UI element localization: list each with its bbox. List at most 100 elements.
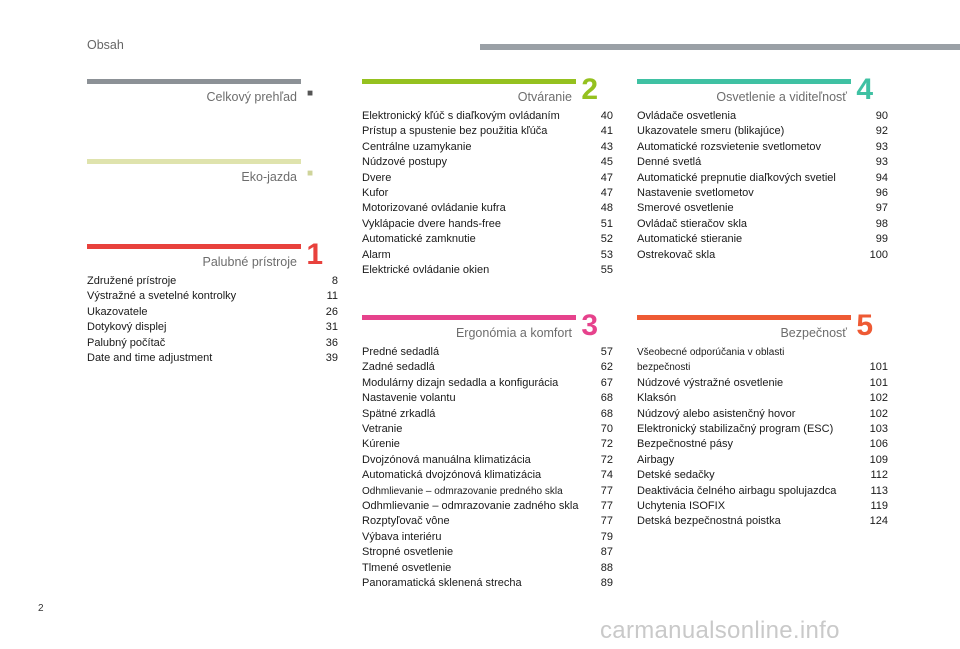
toc-entry[interactable]: Alarm 53 — [362, 248, 613, 263]
toc-entry-label: Dvojzónová manuálna klimatizácia — [362, 453, 531, 466]
toc-entry-page: 92 — [875, 125, 888, 138]
toc-entry[interactable]: Núdzové výstražné osvetlenie 101 — [637, 376, 888, 391]
toc-entry[interactable]: Elektronický stabilizačný program (ESC) 1… — [637, 422, 888, 437]
toc-entry-label: Detská bezpečnostná poistka — [637, 515, 781, 528]
toc-entry[interactable]: Odhmlievanie – odmrazovanie predného skl… — [362, 484, 613, 499]
toc-entry[interactable]: Ukazovatele 26 — [87, 305, 338, 320]
toc-entry[interactable]: Automatické prepnutie diaľkových svetiel… — [637, 171, 888, 186]
toc-entry[interactable]: Date and time adjustment 39 — [87, 351, 338, 366]
toc-entry[interactable]: Spätné zrkadlá 68 — [362, 407, 613, 422]
toc-entry[interactable]: Núdzový alebo asistenčný hovor 102 — [637, 407, 888, 422]
toc-entry[interactable]: Prístup a spustenie bez použitia kľúča 41 — [362, 124, 613, 139]
toc-entry[interactable]: Stropné osvetlenie 87 — [362, 545, 613, 560]
section-bar — [87, 244, 301, 249]
toc-entry[interactable]: Výstražné a svetelné kontrolky 11 — [87, 289, 338, 304]
toc-entry[interactable]: Vetranie 70 — [362, 422, 613, 437]
toc-entry[interactable]: Airbagy 109 — [637, 453, 888, 468]
section-marker: ■ — [306, 88, 313, 99]
toc-entry-label: Výstražné a svetelné kontrolky — [87, 290, 237, 303]
toc-entry[interactable]: Kúrenie 72 — [362, 437, 613, 452]
toc-entry[interactable]: Dvojzónová manuálna klimatizácia 72 — [362, 453, 613, 468]
toc-entry-page: 68 — [600, 392, 613, 405]
toc-entry-label: Prístup a spustenie bez použitia kľúča — [362, 125, 548, 138]
toc-entry[interactable]: Predné sedadlá 57 — [362, 345, 613, 360]
toc-entry-label: Nastavenie volantu — [362, 392, 456, 405]
section-number: 5 — [856, 309, 873, 342]
toc-entry[interactable]: Kufor 47 — [362, 186, 613, 201]
toc-entry[interactable]: Vyklápacie dvere hands-free 51 — [362, 217, 613, 232]
toc-entry[interactable]: Klaksón 102 — [637, 391, 888, 406]
toc-entry-label: Nastavenie svetlometov — [637, 187, 754, 200]
toc-entry-label: Palubný počítač — [87, 336, 166, 349]
toc-entry[interactable]: Ovládač stieračov skla 98 — [637, 217, 888, 232]
toc-entry[interactable]: Bezpečnostné pásy 106 — [637, 437, 888, 452]
toc-entry[interactable]: Rozptyľovač vône 77 — [362, 514, 613, 529]
toc-entry[interactable]: Výbava interiéru 79 — [362, 530, 613, 545]
section-title: Otváranie — [517, 90, 572, 104]
toc-entry-page: 101 — [869, 376, 888, 389]
toc-entry[interactable]: Odhmlievanie – odmrazovanie zadného skla… — [362, 499, 613, 514]
toc-entry-page: 47 — [600, 171, 613, 184]
toc-entry-label: Núdzové postupy — [362, 156, 447, 169]
toc-entry[interactable]: Ukazovatele smeru (blikajúce) 92 — [637, 124, 888, 139]
toc-entry[interactable]: Uchytenia ISOFIX 119 — [637, 499, 888, 514]
toc-entry[interactable]: Detské sedačky 112 — [637, 468, 888, 483]
toc-entry[interactable]: Zadné sedadlá 62 — [362, 360, 613, 375]
toc-entry-label: Automatická dvojzónová klimatizácia — [362, 469, 542, 482]
toc-entry-page: 8 — [331, 275, 338, 287]
toc-entry-label: Odhmlievanie – odmrazovanie predného skl… — [362, 485, 563, 497]
toc-entry-page: 124 — [869, 515, 888, 528]
section-marker: ■ — [306, 168, 313, 179]
section-title: Osvetlenie a viditeľnosť — [716, 90, 847, 104]
toc-entry-label: Dvere — [362, 171, 392, 184]
toc-entry-page: 74 — [600, 469, 613, 482]
toc-entry-page: 36 — [325, 336, 338, 349]
toc-entry[interactable]: Smerové osvetlenie 97 — [637, 201, 888, 216]
section-title: Bezpečnosť — [780, 326, 847, 340]
toc-entry-page: 101 — [869, 361, 888, 374]
section-bar — [87, 159, 301, 164]
toc-entry[interactable]: Automatická dvojzónová klimatizácia 74 — [362, 468, 613, 483]
toc-entry-label: Elektrické ovládanie okien — [362, 264, 490, 277]
toc-entry-page: 98 — [875, 217, 888, 230]
toc-entry[interactable]: Modulárny dizajn sedadla a konfigurácia 6… — [362, 376, 613, 391]
toc-entry[interactable]: Združené prístroje 8 — [87, 274, 338, 289]
toc-entry[interactable]: Detská bezpečnostná poistka 124 — [637, 514, 888, 529]
toc-entry-label: Elektronický kľúč s diaľkovým ovládaním — [362, 110, 560, 122]
toc-entry-page: 43 — [600, 140, 613, 153]
toc-entry-label: Ostrekovač skla — [637, 248, 716, 261]
toc-entry[interactable]: Palubný počítač 36 — [87, 336, 338, 351]
toc-entry[interactable]: Denné svetlá 93 — [637, 155, 888, 170]
toc-entry[interactable]: Deaktivácia čelného airbagu spolujazdca 1… — [637, 484, 888, 499]
toc-entry[interactable]: Nastavenie volantu 68 — [362, 391, 613, 406]
toc-entry-page: 77 — [600, 484, 613, 497]
toc-entry-label: Dotykový displej — [87, 321, 167, 334]
toc-entry[interactable]: Centrálne uzamykanie 43 — [362, 140, 613, 155]
toc-entry[interactable]: Panoramatická sklenená strecha 89 — [362, 576, 613, 591]
toc-entry-label: Detské sedačky — [637, 469, 715, 482]
toc-entry-label: Ukazovatele smeru (blikajúce) — [637, 125, 785, 138]
section-overview[interactable]: Celkový prehľad ■ — [87, 79, 323, 105]
toc-entry[interactable]: Tlmené osvetlenie 88 — [362, 561, 613, 576]
toc-entry-label: Elektronický stabilizačný program (ESC) — [637, 423, 834, 436]
toc-entry[interactable]: Dotykový displej 31 — [87, 320, 338, 335]
toc-entry[interactable]: Ostrekovač skla 100 — [637, 248, 888, 263]
toc-entry-label: Vyklápacie dvere hands-free — [362, 217, 502, 230]
toc-entry-page: 99 — [875, 233, 888, 246]
toc-entry[interactable]: Automatické zamknutie 52 — [362, 232, 613, 247]
toc-entry[interactable]: Motorizované ovládanie kufra 48 — [362, 201, 613, 216]
toc-entry[interactable]: Ovládače osvetlenia 90 — [637, 109, 888, 124]
section-eco[interactable]: Eko-jazda ■ — [87, 159, 323, 185]
toc-entry[interactable]: Núdzové postupy 45 — [362, 155, 613, 170]
toc-entry[interactable]: Automatické rozsvietenie svetlometov 93 — [637, 140, 888, 155]
toc-entry[interactable]: Elektronický kľúč s diaľkovým ovládaním 4… — [362, 109, 613, 124]
toc-entry[interactable]: Nastavenie svetlometov 96 — [637, 186, 888, 201]
toc-entry-page: 72 — [600, 453, 613, 466]
toc-entry[interactable]: Všeobecné odporúčania v oblasti bezpečno… — [637, 345, 888, 376]
toc-entry[interactable]: Dvere 47 — [362, 171, 613, 186]
toc-entry[interactable]: Elektrické ovládanie okien 55 — [362, 263, 613, 278]
toc-entry-page: 31 — [325, 321, 338, 334]
toc-list: Združené prístroje 8 Výstražné a svetelné … — [87, 274, 338, 366]
toc-entry[interactable]: Automatické stieranie 99 — [637, 232, 888, 247]
header-bar — [480, 44, 960, 50]
